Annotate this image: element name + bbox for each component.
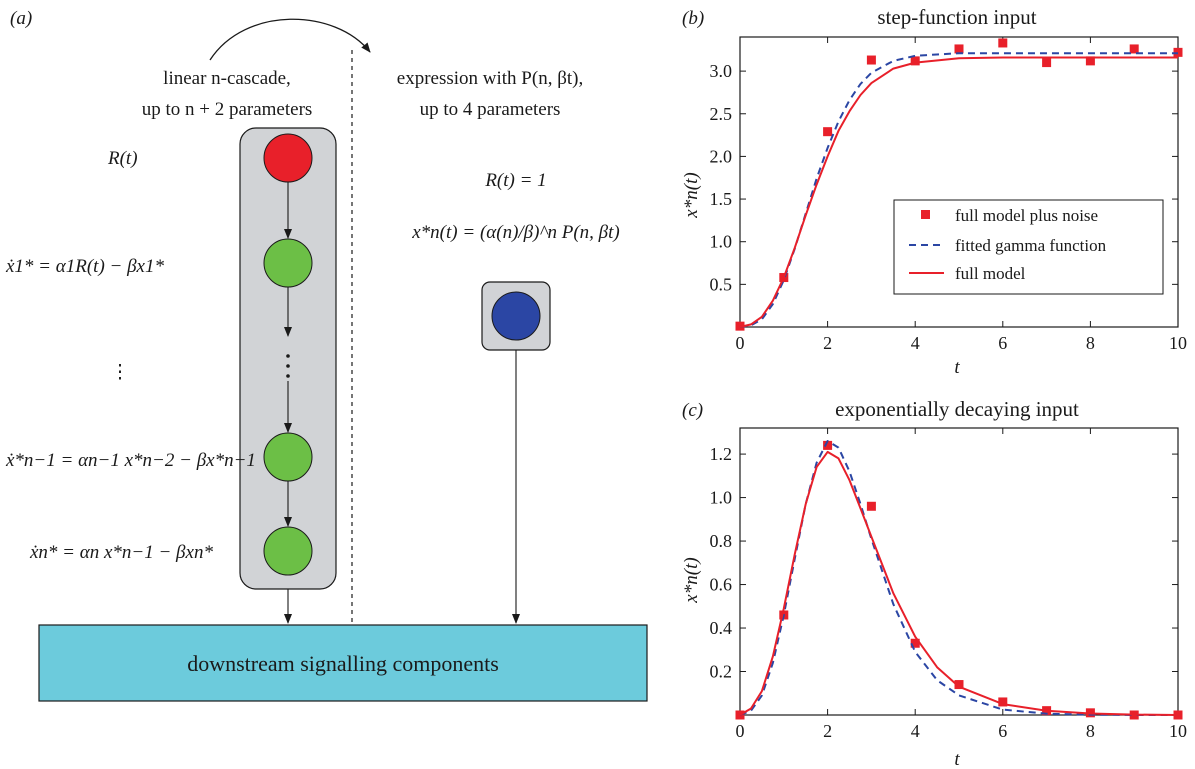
panel-label-c: (c) — [682, 400, 703, 421]
x-tick-label: 6 — [998, 333, 1007, 353]
plot-frame — [739, 427, 1179, 716]
x-tick-label: 4 — [911, 721, 920, 741]
input-label: R(t) — [107, 148, 138, 169]
cascade-node-n-minus-1 — [263, 432, 313, 482]
data-point — [1129, 44, 1139, 54]
transform-curved-arrow — [209, 18, 371, 61]
left-header-line1: linear n-cascade, — [163, 68, 291, 89]
legend-label-gamma: fitted gamma function — [955, 236, 1107, 255]
chart-title-c: exponentially decaying input — [835, 397, 1079, 421]
series-line-gamma-fit — [739, 52, 1178, 328]
plot-frame — [739, 36, 1179, 328]
x-tick-label: 4 — [911, 333, 920, 353]
series-line-gamma-fit — [739, 440, 1178, 716]
legend-label-full: full model — [955, 264, 1026, 283]
y-tick-label: 0.8 — [710, 531, 733, 551]
gamma-solution: x*n(t) = (α(n)/β)^n P(n, βt) — [411, 222, 619, 243]
cascade-dot — [286, 364, 290, 368]
x-axis-label-b: t — [954, 357, 960, 378]
plot-area-b: 0 2 4 6 8 10 0.5 1.0 1.5 2.0 2.5 3.0 — [710, 36, 1187, 353]
legend-marker-noise — [921, 210, 930, 219]
chart-step-function: (b) step-function input x*n(t) t 0 2 4 6 8 10… — [681, 5, 1187, 378]
data-point — [998, 38, 1008, 48]
series-line-full-model — [739, 450, 1179, 716]
y-axis-label: x*n(t) — [681, 557, 702, 603]
equation-ellipsis: ⋮ — [111, 362, 130, 383]
x-tick-label: 2 — [823, 721, 832, 741]
x-tick-label: 0 — [736, 721, 745, 741]
input-node — [263, 133, 313, 183]
output-node — [491, 291, 541, 341]
y-tick-label: 1.0 — [710, 232, 733, 252]
downstream-box — [38, 624, 648, 702]
series-line-full-model — [739, 56, 1178, 328]
plot-area-c: 0 2 4 6 8 10 0.2 0.4 0.6 0.8 1.0 1.2 — [710, 427, 1187, 741]
y-tick-label: 2.5 — [710, 104, 733, 124]
cascade-dot — [286, 374, 290, 378]
x-tick-label: 8 — [1086, 333, 1095, 353]
y-tick-label: 0.2 — [710, 662, 733, 682]
data-point — [910, 638, 920, 648]
equation-x-n-minus-1: ẋ*n−1 = αn−1 x*n−2 − βx*n−1 — [5, 450, 256, 471]
r-equals-one: R(t) = 1 — [484, 170, 546, 191]
y-tick-label: 0.6 — [710, 575, 733, 595]
right-header-line1: expression with P(n, βt), — [397, 68, 583, 89]
y-tick-label: 1.5 — [710, 189, 733, 209]
panel-label-b: (b) — [682, 8, 704, 29]
panel-label-a: (a) — [10, 8, 32, 29]
data-point — [866, 55, 876, 65]
cascade-node-1 — [263, 238, 313, 288]
data-point — [998, 697, 1008, 707]
y-axis-label: x*n(t) — [681, 172, 702, 218]
data-point — [866, 501, 876, 511]
diagram-panel: (a) linear n-cascade, up to n + 2 parame… — [5, 8, 648, 702]
x-tick-label: 0 — [736, 333, 745, 353]
cascade-node-n — [263, 526, 313, 576]
y-tick-label: 1.2 — [710, 444, 733, 464]
downstream-label: downstream signalling components — [187, 651, 499, 676]
data-point — [823, 127, 833, 137]
y-tick-label: 3.0 — [710, 61, 733, 81]
y-tick-label: 1.0 — [710, 488, 733, 508]
y-axis-label-b: x*n(t) — [681, 172, 702, 218]
chart-title-b: step-function input — [877, 5, 1036, 29]
data-point — [910, 56, 920, 66]
right-header-line2: up to 4 parameters — [420, 99, 561, 120]
legend-box — [893, 199, 1164, 295]
x-tick-label: 2 — [823, 333, 832, 353]
left-header-line2: up to n + 2 parameters — [142, 99, 313, 120]
x-tick-label: 8 — [1086, 721, 1095, 741]
cascade-dot — [286, 354, 290, 358]
legend-b: full model plus noise fitted gamma funct… — [893, 199, 1164, 295]
y-tick-label: 2.0 — [710, 146, 733, 166]
equation-x-n: ẋn* = αn x*n−1 − βxn* — [29, 542, 213, 563]
data-point — [823, 440, 833, 450]
data-point — [1085, 56, 1095, 66]
data-point — [1042, 58, 1052, 68]
chart-exponential-decay: (c) exponentially decaying input x*n(t) … — [681, 397, 1187, 769]
x-tick-label: 10 — [1169, 333, 1187, 353]
data-point — [954, 44, 964, 54]
legend-label-noise: full model plus noise — [955, 206, 1098, 225]
data-point — [954, 680, 964, 690]
x-tick-label: 10 — [1169, 721, 1187, 741]
x-tick-label: 6 — [998, 721, 1007, 741]
x-axis-label-c: t — [954, 749, 960, 769]
equation-x1: ẋ1* = α1R(t) − βx1* — [5, 256, 164, 277]
y-tick-label: 0.4 — [710, 618, 733, 638]
y-axis-label-c: x*n(t) — [681, 557, 702, 603]
y-tick-label: 0.5 — [710, 274, 733, 294]
